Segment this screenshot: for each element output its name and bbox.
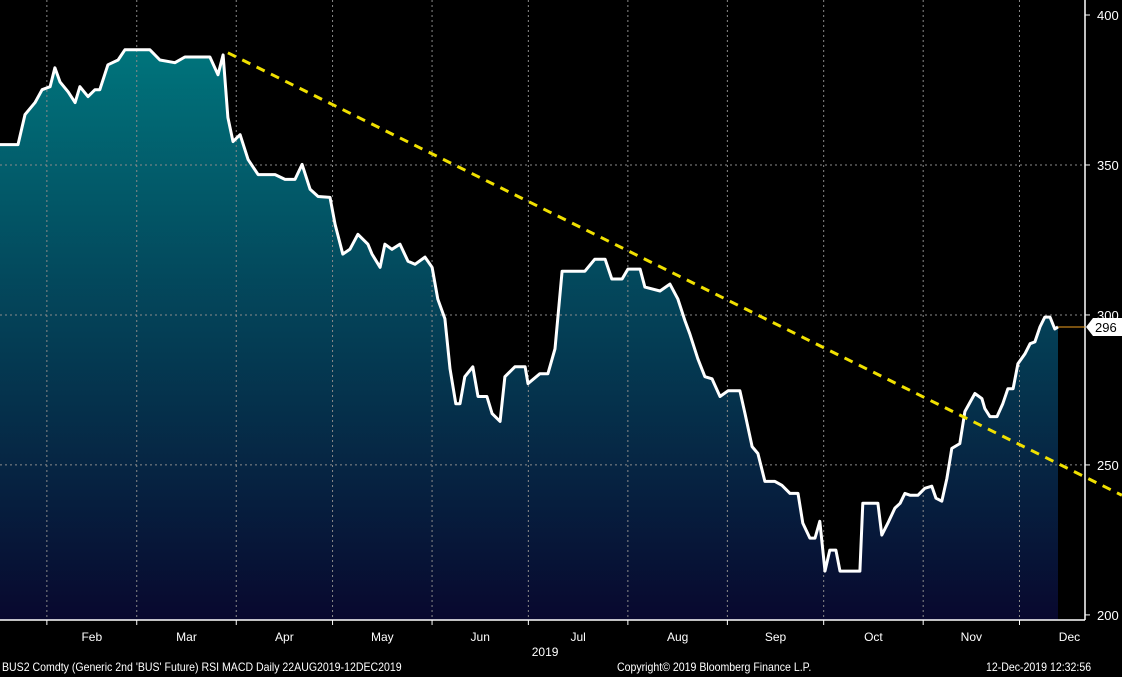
x-tick-label: Oct <box>864 630 883 644</box>
x-tick-label: Sep <box>765 630 787 644</box>
copyright-text: Copyright© 2019 Bloomberg Finance L.P. <box>617 660 812 674</box>
trend-line <box>227 51 1122 497</box>
x-tick-label: Mar <box>176 630 197 644</box>
timestamp: 12-Dec-2019 12:32:56 <box>986 660 1092 674</box>
y-tick-label: 250 <box>1097 458 1119 473</box>
last-value-badge <box>1086 317 1122 336</box>
x-tick-label: Apr <box>275 630 294 644</box>
x-tick-label: Feb <box>81 630 102 644</box>
x-tick-label: Nov <box>961 630 982 644</box>
last-value-label: 296 <box>1095 320 1117 335</box>
x-axis-year-label: 2019 <box>532 645 559 659</box>
price-line <box>0 48 1059 573</box>
x-tick-label: Jun <box>471 630 490 644</box>
x-tick-label: May <box>371 630 394 644</box>
y-tick-label: 200 <box>1097 608 1119 623</box>
y-tick-label: 350 <box>1097 158 1119 173</box>
price-area-fill <box>0 49 1058 621</box>
x-tick-label: Aug <box>667 630 688 644</box>
y-tick-label: 400 <box>1097 8 1119 23</box>
x-tick-label: Dec <box>1059 630 1080 644</box>
security-description: BUS2 Comdty (Generic 2nd 'BUS' Future) R… <box>2 660 402 674</box>
x-tick-label: Jul <box>570 630 585 644</box>
